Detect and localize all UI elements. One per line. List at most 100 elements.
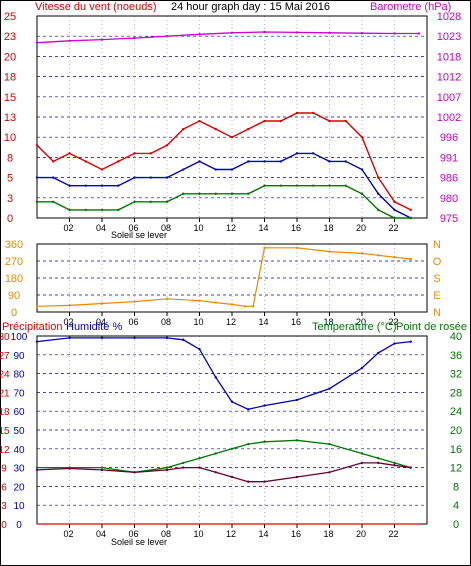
series-min-point xyxy=(35,200,39,204)
series-avg-point xyxy=(198,160,201,163)
series-1-point xyxy=(214,452,217,455)
series-gust-point xyxy=(230,136,234,139)
temp-xtick-label: 14 xyxy=(259,529,269,539)
temp-xtick-label: 06 xyxy=(129,529,139,539)
series-2-point xyxy=(198,466,201,469)
wind-xtick-label: 12 xyxy=(226,223,236,233)
series-direction-point xyxy=(251,305,255,308)
series-0-point xyxy=(230,400,234,403)
series-avg-point xyxy=(84,184,87,187)
series-direction-point xyxy=(35,305,39,308)
series-1-point xyxy=(35,466,39,469)
baro-ytick-label: 1002 xyxy=(437,112,461,124)
series-0-point xyxy=(100,336,104,340)
series-avg-point xyxy=(100,184,104,187)
series-min-point xyxy=(344,184,347,187)
series-avg-point xyxy=(214,168,217,171)
temp-humidity-panel: 02 04 06 08 10 12 14 16 18 20 22010203040506070809… xyxy=(0,331,462,539)
dir-xtick-label: 08 xyxy=(161,317,171,327)
series-gust-point xyxy=(52,160,55,163)
series-2-point xyxy=(295,475,299,479)
temp-xtick-label: 04 xyxy=(96,529,106,539)
series-0-point xyxy=(360,366,364,370)
series-0-point xyxy=(328,387,331,390)
series-min-point xyxy=(182,192,185,195)
wind-xtick-label: 04 xyxy=(96,223,106,233)
wind-ytick-label: 10 xyxy=(4,132,16,144)
sun-label-top: Soleil se lever xyxy=(111,230,167,240)
series-avg-point xyxy=(165,176,169,179)
series-gust-point xyxy=(84,160,87,163)
series-min-point xyxy=(263,184,266,187)
dir-compass-label: S xyxy=(433,273,440,285)
series-1-point xyxy=(377,457,380,460)
wind-ytick-label: 25 xyxy=(4,11,16,23)
dir-xtick-label: 18 xyxy=(324,317,334,327)
temp-title: Temperature (°C) xyxy=(312,321,396,333)
sun-label-bottom: Soleil se lever xyxy=(111,537,167,547)
series-1-point xyxy=(182,461,185,465)
series-baro-point xyxy=(417,32,421,35)
baro-ytick-label: 1028 xyxy=(437,11,461,23)
series-avg-point xyxy=(360,168,364,171)
wind-title: Vitesse du vent (noeuds) xyxy=(35,1,156,13)
series-avg-point xyxy=(117,184,120,187)
series-min-point xyxy=(117,208,120,212)
series-2-point xyxy=(360,461,364,465)
temp-ytick-label: 4 xyxy=(453,500,459,512)
series-avg-point xyxy=(182,168,185,171)
series-0-point xyxy=(377,351,380,355)
series-direction-point xyxy=(360,252,364,255)
dir-xtick-label: 12 xyxy=(226,317,236,327)
humidity-title: Humidité % xyxy=(66,321,122,333)
temp-ytick-label: 40 xyxy=(450,331,462,343)
dir-ytick-label: 180 xyxy=(5,273,23,285)
series-min-point xyxy=(214,192,217,195)
dir-xtick-label: 16 xyxy=(291,317,301,327)
series-baro-point xyxy=(165,35,169,38)
series-min-point xyxy=(198,192,201,195)
series-direction-point xyxy=(243,305,247,308)
precip-ytick-label: 12 xyxy=(0,445,10,456)
dir-ytick-label: 0 xyxy=(11,307,17,319)
series-avg-point xyxy=(328,160,331,163)
wind-ytick-label: 0 xyxy=(7,213,13,225)
series-gust-point xyxy=(409,208,412,212)
wind-xtick-label: 16 xyxy=(291,223,301,233)
temp-ytick-label: 28 xyxy=(450,387,462,399)
series-0-point xyxy=(198,347,201,351)
dir-compass-label: N xyxy=(433,239,441,251)
series-1-point xyxy=(247,442,250,446)
precip-ytick-label: 27 xyxy=(0,351,10,362)
series-gust-point xyxy=(68,152,71,155)
dir-compass-label: N xyxy=(433,307,441,319)
wind-xtick-label: 08 xyxy=(161,223,171,233)
series-avg-point xyxy=(377,192,380,195)
dir-ytick-label: 270 xyxy=(5,256,23,268)
series-0-point xyxy=(165,336,169,340)
series-min-line xyxy=(37,184,411,219)
baro-ytick-label: 1012 xyxy=(437,72,461,84)
humidity-ytick-label: 30 xyxy=(13,464,25,475)
series-avg-point xyxy=(68,184,71,187)
series-direction-point xyxy=(68,304,71,307)
baro-ytick-label: 975 xyxy=(440,213,458,225)
series-gust-point xyxy=(182,127,185,131)
series-direction-point xyxy=(263,246,266,249)
series-gust-point xyxy=(295,111,299,115)
series-min-point xyxy=(393,216,396,220)
wind-ytick-label: 15 xyxy=(4,92,16,104)
baro-ytick-label: 986 xyxy=(440,173,458,185)
humidity-ytick-label: 50 xyxy=(13,426,25,437)
series-direction-point xyxy=(328,250,331,253)
series-min-point xyxy=(230,192,234,195)
dir-xtick-label: 20 xyxy=(356,317,366,327)
precip-ytick-label: 18 xyxy=(0,407,10,418)
series-2-point xyxy=(393,464,396,467)
wind-ytick-label: 13 xyxy=(4,112,16,124)
dew-title: Point de rosée xyxy=(396,321,467,333)
series-1-point xyxy=(230,447,234,450)
